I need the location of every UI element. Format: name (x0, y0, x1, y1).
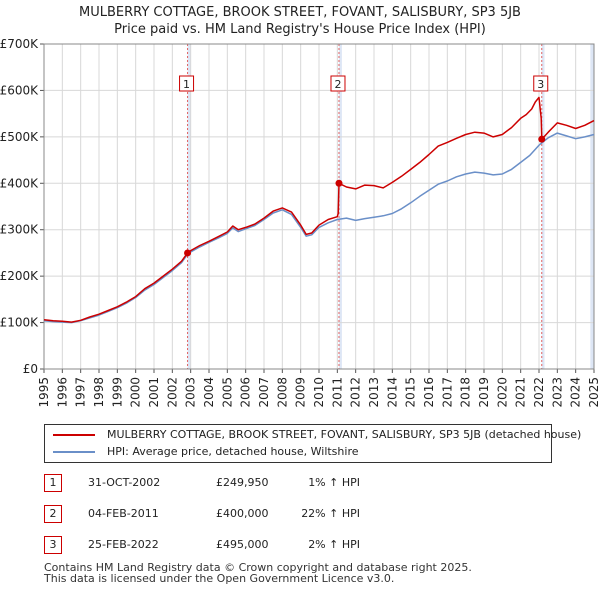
legend-label-property: MULBERRY COTTAGE, BROOK STREET, FOVANT, … (107, 428, 582, 441)
x-tick-label: 2018 (459, 377, 473, 408)
sale-point-3 (538, 135, 546, 143)
shaded-region-4 (590, 44, 594, 369)
x-tick-label: 1998 (92, 377, 106, 408)
x-tick-label: 1996 (55, 377, 69, 408)
x-tick-label: 1999 (110, 377, 124, 408)
sale-price: £400,000 (216, 507, 269, 520)
sale-price: £249,950 (216, 476, 269, 489)
sale-label-box-1: 1 (179, 75, 195, 92)
x-tick-label: 2020 (495, 377, 509, 408)
sale-hpi-diff: 22% ↑ HPI (301, 507, 360, 520)
sale-label-text: 1 (183, 78, 190, 91)
x-tick-label: 2024 (569, 377, 583, 408)
x-tick-label: 2004 (202, 377, 216, 408)
legend-swatch-property (53, 434, 95, 436)
y-tick-label: £600K (0, 83, 39, 97)
x-tick-label: 2014 (385, 377, 399, 408)
x-tick-label: 2007 (257, 377, 271, 408)
shaded-region-2 (338, 44, 342, 369)
y-tick-label: £0 (23, 362, 38, 376)
sale-marker-badge: 1 (44, 474, 62, 492)
chart-subtitle: Price paid vs. HM Land Registry's House … (114, 22, 486, 37)
x-tick-label: 1995 (37, 377, 51, 408)
sale-marker-badge: 2 (44, 505, 62, 523)
price-chart: £0 £100K £200K £300K £400K £500K £600K £700K 199… (0, 37, 600, 408)
x-tick-label: 2001 (147, 377, 161, 408)
y-tick-label: £300K (0, 223, 39, 237)
x-tick-label: 2005 (220, 377, 234, 408)
x-tick-label: 2012 (349, 377, 363, 408)
sale-row-2: 2 04-FEB-2011 £400,000 22% ↑ HPI (44, 505, 544, 523)
x-tick-label: 2002 (165, 377, 179, 408)
x-tick-label: 2017 (440, 377, 454, 408)
x-tick-label: 2019 (477, 377, 491, 408)
sale-label-frame (533, 75, 549, 92)
shaded-region-1 (187, 44, 191, 369)
x-tick-label: 2000 (129, 377, 143, 408)
plot-frame (43, 43, 595, 370)
x-tick-label: 2011 (330, 377, 344, 408)
x-tick-label: 2010 (312, 377, 326, 408)
sale-hpi-diff: 2% ↑ HPI (308, 538, 360, 551)
legend-label-hpi: HPI: Average price, detached house, Wilt… (107, 445, 359, 458)
sale-date: 25-FEB-2022 (88, 538, 159, 551)
chart-title: MULBERRY COTTAGE, BROOK STREET, FOVANT, … (79, 5, 521, 20)
sale-label-box-2: 2 (330, 75, 346, 92)
x-tick-label: 2023 (550, 377, 564, 408)
x-tick-label: 2006 (239, 377, 253, 408)
x-tick-label: 2003 (184, 377, 198, 408)
sale-marker-badge: 3 (44, 536, 62, 554)
sale-date: 04-FEB-2011 (88, 507, 159, 520)
footer-line-1: Contains HM Land Registry data © Crown c… (44, 561, 472, 574)
x-tick-label: 2025 (587, 377, 600, 408)
chart-legend: MULBERRY COTTAGE, BROOK STREET, FOVANT, … (44, 424, 581, 463)
sale-row-3: 3 25-FEB-2022 £495,000 2% ↑ HPI (44, 536, 544, 554)
sale-label-box-3: 3 (533, 75, 549, 92)
sale-label-text: 2 (334, 78, 341, 91)
footer-line-2: This data is licensed under the Open Gov… (44, 572, 395, 585)
y-tick-label: £200K (0, 269, 39, 283)
sale-label-text: 3 (537, 78, 544, 91)
series-line-property (43, 96, 595, 323)
sale-row-1: 1 31-OCT-2002 £249,950 1% ↑ HPI (44, 474, 544, 492)
y-tick-label: £500K (0, 130, 39, 144)
y-tick-label: £400K (0, 176, 39, 190)
x-tick-label: 2021 (514, 377, 528, 408)
sale-price: £495,000 (216, 538, 269, 551)
shaded-region-3 (541, 44, 545, 369)
x-tick-label: 2009 (294, 377, 308, 408)
sale-point-1 (184, 249, 192, 257)
x-tick-label: 2008 (275, 377, 289, 408)
sale-label-frame (330, 75, 346, 92)
footer-attribution: Contains HM Land Registry data © Crown c… (44, 562, 472, 584)
x-tick-label: 2022 (532, 377, 546, 408)
y-tick-label: £700K (0, 37, 39, 51)
x-tick-label: 2016 (422, 377, 436, 408)
x-tick-label: 2013 (367, 377, 381, 408)
legend-swatch-hpi (53, 451, 95, 453)
sale-point-2 (335, 179, 343, 187)
sale-date: 31-OCT-2002 (88, 476, 161, 489)
chart-title-block: MULBERRY COTTAGE, BROOK STREET, FOVANT, … (0, 4, 600, 38)
series-line-hpi (43, 132, 595, 324)
x-tick-label: 1997 (74, 377, 88, 408)
sale-label-frame (179, 75, 195, 92)
y-tick-label: £100K (0, 316, 39, 330)
sale-hpi-diff: 1% ↑ HPI (308, 476, 360, 489)
x-tick-label: 2015 (404, 377, 418, 408)
